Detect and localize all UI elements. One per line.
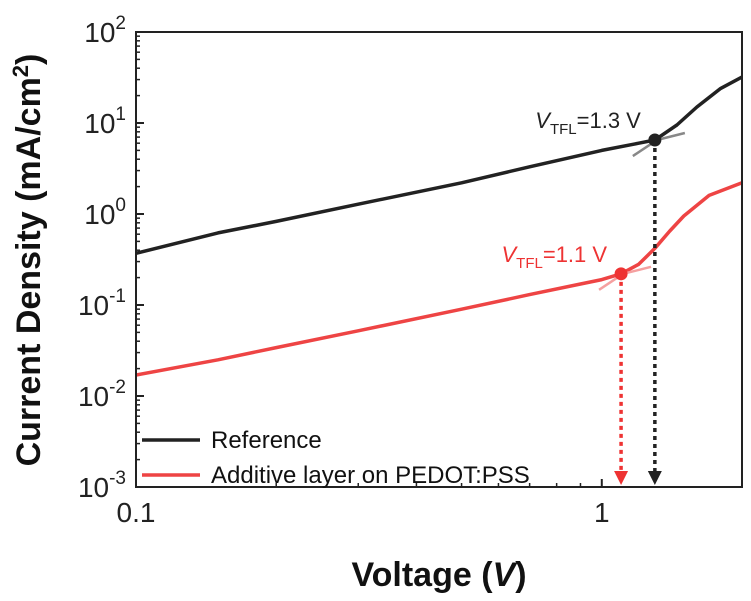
y-tick-label: 101 (84, 104, 126, 139)
x-tick-label: 1 (594, 497, 610, 528)
y-tick-label: 10-1 (78, 286, 126, 321)
vtfl-arrow-1 (614, 471, 629, 485)
vtfl-label-0: VTFL=1.3 V (535, 108, 641, 138)
legend-label-reference: Reference (211, 427, 322, 454)
series-line-0 (136, 75, 742, 255)
vtfl-marker-0 (648, 133, 662, 147)
y-tick-label: 10-3 (78, 468, 126, 503)
y-tick-label: 10-2 (78, 377, 126, 412)
legend: Reference Additive layer on PEDOT:PSS (142, 427, 530, 489)
vtfl-label-1: VTFL=1.1 V (501, 242, 607, 272)
legend-label-additive: Additive layer on PEDOT:PSS (211, 462, 530, 489)
x-tick-label: 0.1 (117, 497, 156, 528)
y-tick-label: 102 (84, 13, 126, 48)
y-axis-title: Current Density (mA/cm2) (8, 54, 48, 467)
x-axis-title: Voltage (V) (351, 556, 526, 594)
plot-frame (135, 31, 743, 488)
series-line-1 (136, 181, 742, 377)
y-tick-label: 100 (84, 195, 126, 230)
vtfl-arrow-0 (647, 471, 662, 485)
vtfl-marker-1 (614, 267, 628, 281)
